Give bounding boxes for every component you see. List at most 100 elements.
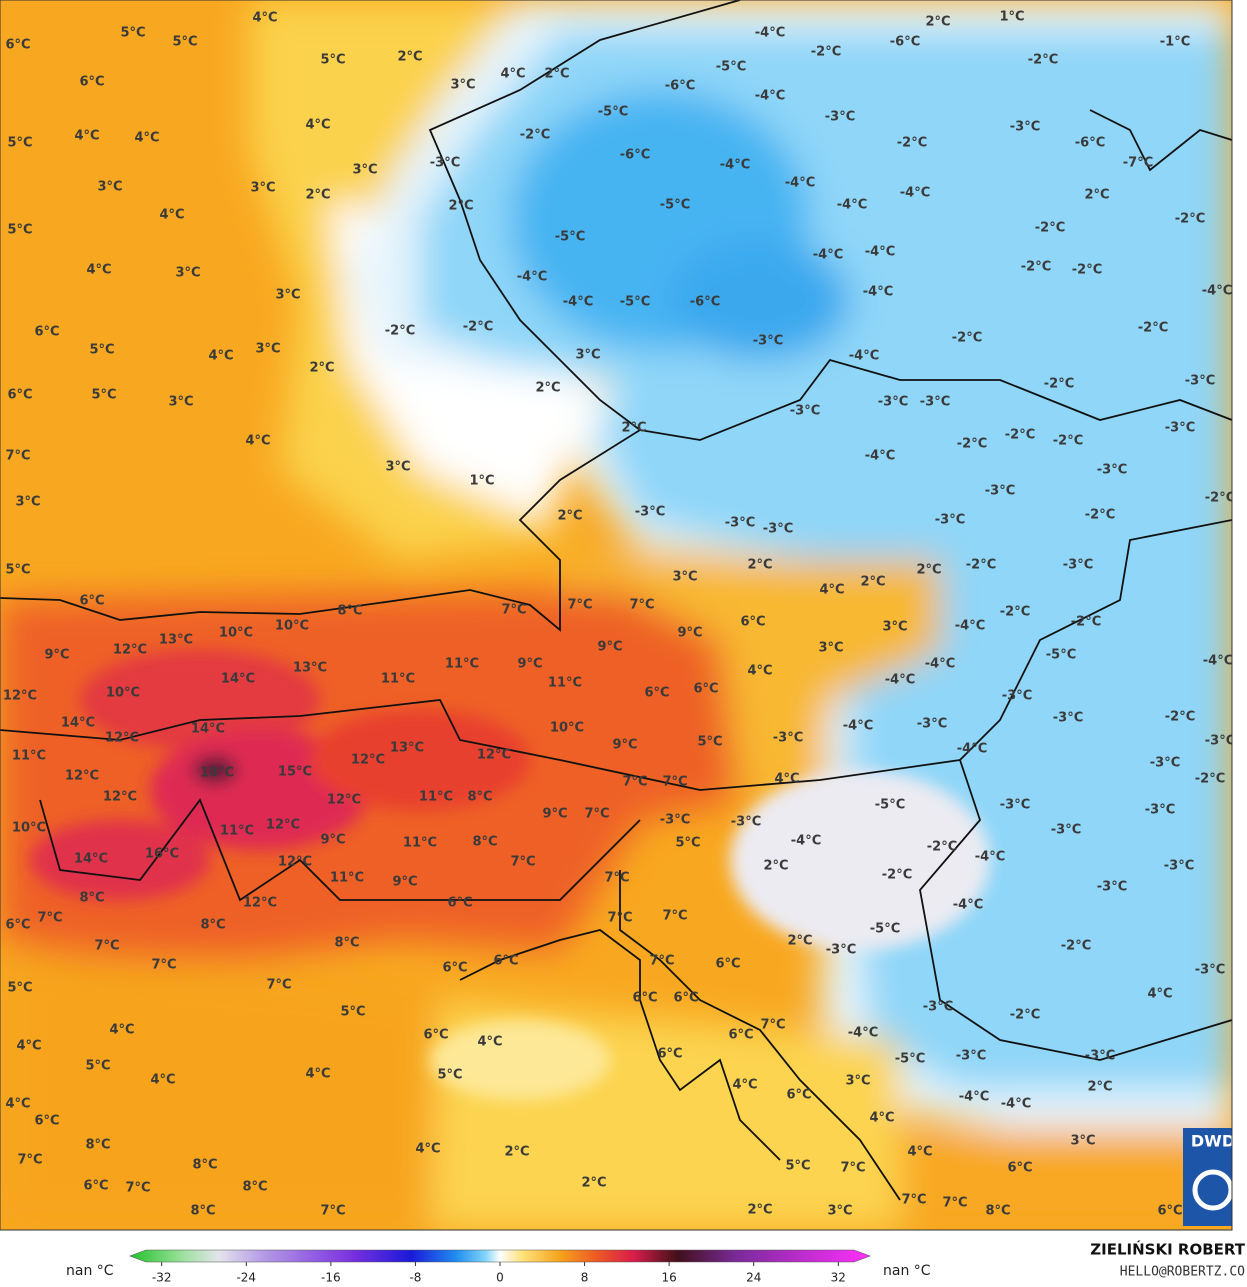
temperature-label: -2°C xyxy=(1028,53,1058,68)
temperature-label: 2°C xyxy=(397,50,422,65)
temperature-label: 7°C xyxy=(604,871,629,886)
temperature-label: -2°C xyxy=(882,868,912,883)
temperature-label: -5°C xyxy=(875,798,905,813)
temperature-label: 3°C xyxy=(450,78,475,93)
temperature-label: 3°C xyxy=(175,266,200,281)
temperature-label: 11°C xyxy=(403,836,437,851)
temperature-label: -1°C xyxy=(1160,35,1190,50)
temperature-label: -4°C xyxy=(849,349,879,364)
temperature-label: 5°C xyxy=(5,563,30,578)
author-email: HELLO@ROBERTZ.CO xyxy=(1120,1265,1245,1280)
temperature-label: 6°C xyxy=(693,682,718,697)
temperature-label: -4°C xyxy=(1001,1097,1031,1112)
temperature-label: -3°C xyxy=(725,516,755,531)
temperature-label: 7°C xyxy=(760,1018,785,1033)
temperature-label: -2°C xyxy=(952,331,982,346)
temperature-label: -4°C xyxy=(843,719,873,734)
temperature-label: -3°C xyxy=(1000,798,1030,813)
temperature-label: 5°C xyxy=(7,223,32,238)
temperature-label: 6°C xyxy=(79,75,104,90)
temperature-label: 4°C xyxy=(1147,987,1172,1002)
temperature-label: 6°C xyxy=(79,594,104,609)
temperature-label: 3°C xyxy=(352,163,377,178)
temperature-label: -4°C xyxy=(848,1026,878,1041)
temperature-label: 11°C xyxy=(220,824,254,839)
temperature-label: 2°C xyxy=(787,934,812,949)
temperature-label: 10°C xyxy=(275,619,309,634)
temperature-label: 7°C xyxy=(584,807,609,822)
temperature-label: 2°C xyxy=(1087,1080,1112,1095)
temperature-label: -5°C xyxy=(870,922,900,937)
temperature-label: 2°C xyxy=(305,188,330,203)
colorbar-right-label: nan °C xyxy=(883,1263,931,1279)
temperature-label: -3°C xyxy=(1002,689,1032,704)
temperature-label: -4°C xyxy=(863,285,893,300)
temperature-label: 5°C xyxy=(675,836,700,851)
temperature-label: 4°C xyxy=(732,1078,757,1093)
temperature-label: 9°C xyxy=(542,807,567,822)
temperature-label: 9°C xyxy=(597,640,622,655)
temperature-label: -2°C xyxy=(1195,772,1225,787)
temperature-label: 5°C xyxy=(172,35,197,50)
temperature-label: 4°C xyxy=(109,1023,134,1038)
temperature-label: 8°C xyxy=(79,891,104,906)
temperature-label: -3°C xyxy=(1051,823,1081,838)
dwd-logo-swirl xyxy=(1192,1169,1232,1211)
temperature-label: 6°C xyxy=(673,991,698,1006)
temperature-label: 8°C xyxy=(467,790,492,805)
temperature-label: -2°C xyxy=(1010,1008,1040,1023)
temperature-label: 6°C xyxy=(423,1028,448,1043)
colorbar-tick-label: 16 xyxy=(662,1271,677,1285)
temperature-label: -5°C xyxy=(1046,648,1076,663)
temperature-label: 14°C xyxy=(74,852,108,867)
temperature-label: -4°C xyxy=(813,248,843,263)
temperature-label: 12°C xyxy=(65,769,99,784)
temperature-label: 7°C xyxy=(567,598,592,613)
temperature-label: 12°C xyxy=(477,748,511,763)
temperature-label: 4°C xyxy=(869,1111,894,1126)
temperature-label: 1°C xyxy=(469,474,494,489)
temperature-label: 5°C xyxy=(89,343,114,358)
temperature-label: 4°C xyxy=(415,1142,440,1157)
colorbar-body xyxy=(129,1249,871,1263)
temperature-label: -2°C xyxy=(811,45,841,60)
temperature-label: 3°C xyxy=(15,495,40,510)
temperature-label: 8°C xyxy=(334,936,359,951)
temperature-label: -3°C xyxy=(430,156,460,171)
temperature-label: 7°C xyxy=(662,775,687,790)
temperature-label: 6°C xyxy=(442,961,467,976)
map: DWD 4°C 5°C 5°C 6°C 6°C 4°C 5°C 2°C 3°C 4°C 2°C 2°C… xyxy=(0,0,1232,1230)
temperature-label: -6°C xyxy=(620,148,650,163)
temperature-label: -4°C xyxy=(865,245,895,260)
temperature-label: -2°C xyxy=(927,840,957,855)
temperature-label: -3°C xyxy=(956,1049,986,1064)
temperature-label: 8°C xyxy=(190,1204,215,1219)
temperature-label: -2°C xyxy=(1085,508,1115,523)
temperature-label: 7°C xyxy=(501,603,526,618)
temperature-label: -2°C xyxy=(1021,260,1051,275)
temperature-label: 7°C xyxy=(266,978,291,993)
temperature-label: -3°C xyxy=(985,484,1015,499)
temperature-label: 12°C xyxy=(327,793,361,808)
temperature-label: 3°C xyxy=(845,1074,870,1089)
temperature-label: -3°C xyxy=(753,334,783,349)
temperature-label: 7°C xyxy=(17,1153,42,1168)
temperature-label: 4°C xyxy=(305,118,330,133)
alpine-peaks xyxy=(30,650,990,1100)
temperature-label: 3°C xyxy=(1070,1134,1095,1149)
temperature-label: 2°C xyxy=(925,15,950,30)
temperature-label: -6°C xyxy=(1075,136,1105,151)
temperature-label: -2°C xyxy=(1061,939,1091,954)
temperature-label: 4°C xyxy=(159,208,184,223)
temperature-label: 6°C xyxy=(715,957,740,972)
temperature-label: -4°C xyxy=(885,673,915,688)
temperature-label: 6°C xyxy=(728,1028,753,1043)
temperature-label: -3°C xyxy=(763,522,793,537)
temperature-label: 8°C xyxy=(200,918,225,933)
temperature-label: -5°C xyxy=(716,60,746,75)
temperature-label: 4°C xyxy=(208,349,233,364)
temperature-label: 12°C xyxy=(3,689,37,704)
temperature-label: 11°C xyxy=(419,790,453,805)
temperature-label: 7°C xyxy=(840,1161,865,1176)
temperature-label: 3°C xyxy=(385,460,410,475)
